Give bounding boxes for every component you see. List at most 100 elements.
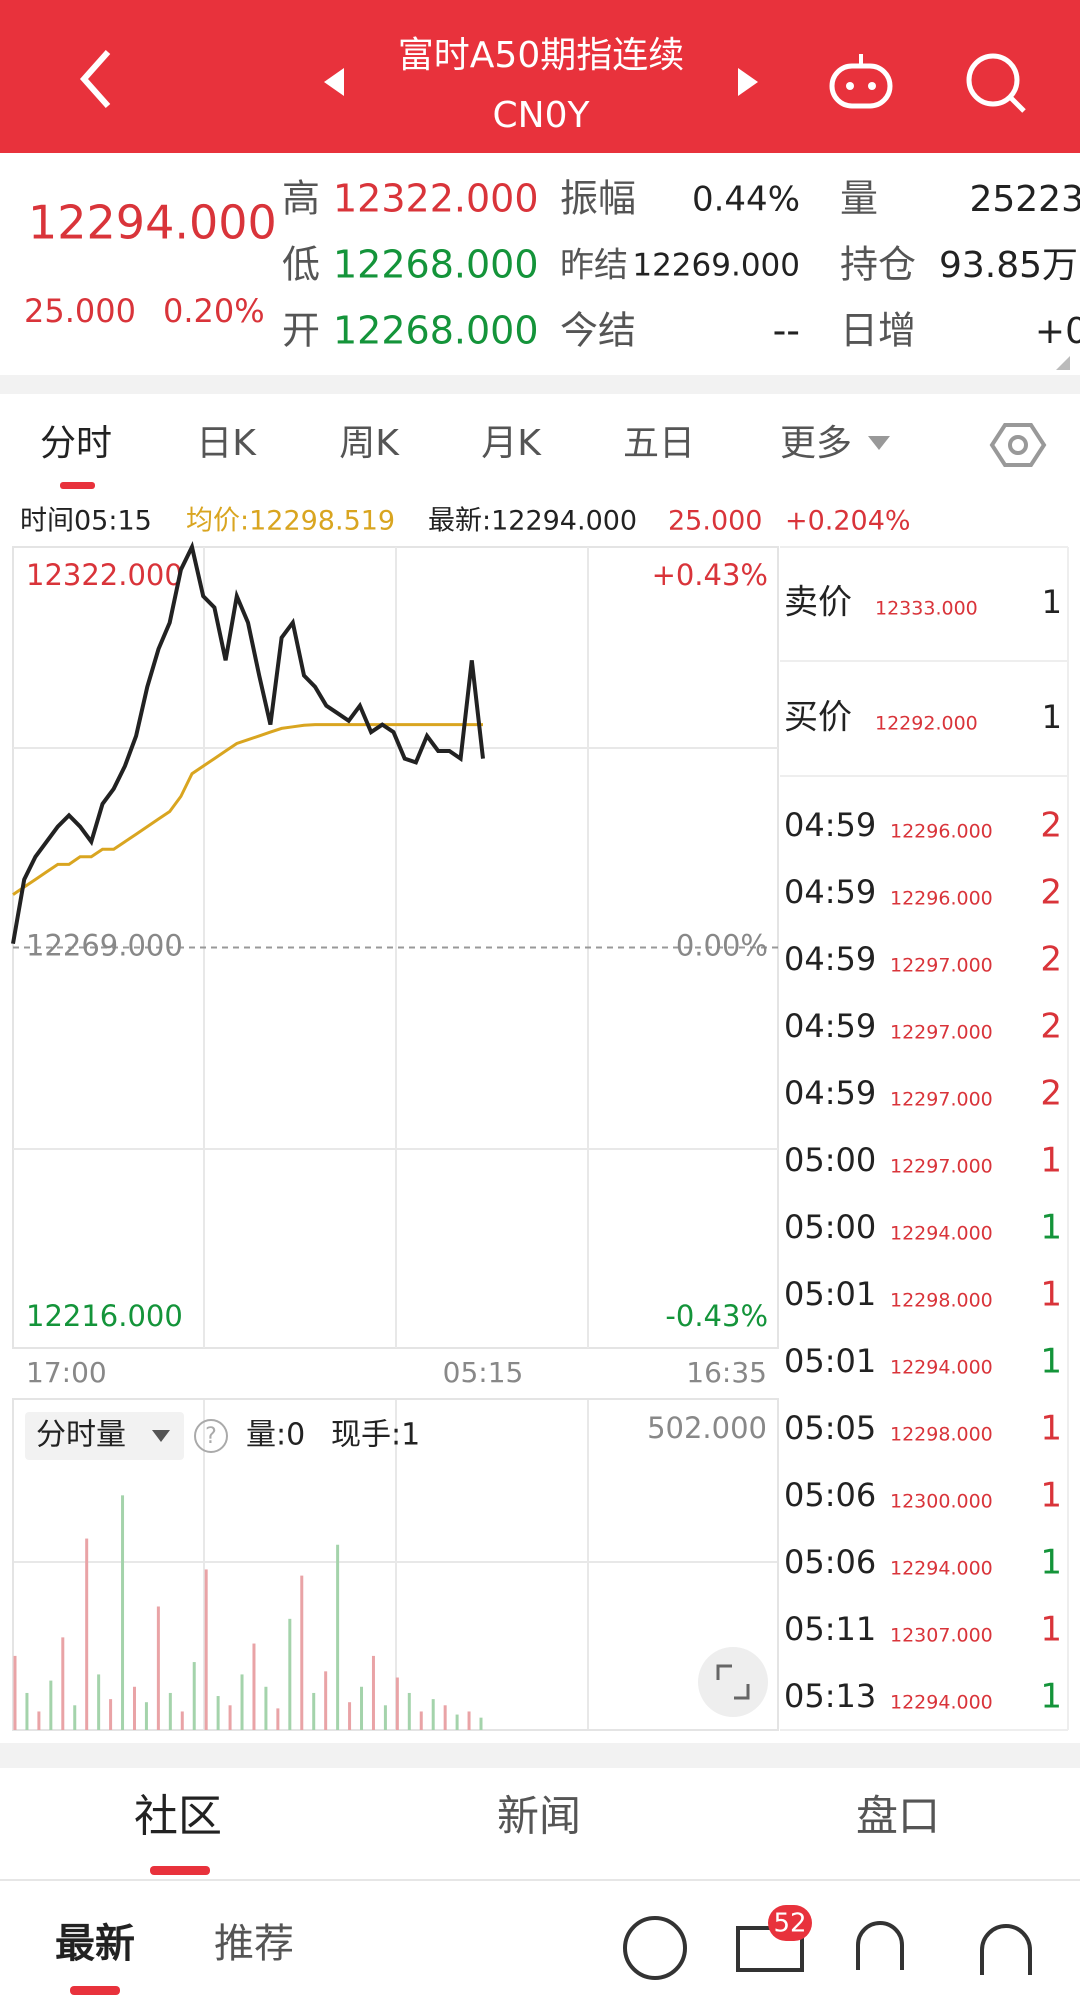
stat-label: 低: [282, 243, 320, 287]
trade-time: 05:00: [784, 1141, 876, 1179]
expand-icon: [716, 1664, 750, 1700]
trade-time: 05:06: [784, 1543, 876, 1581]
trade-price: 12294.000: [890, 1223, 993, 1245]
tab[interactable]: 日K: [196, 423, 257, 464]
volume-bar: [228, 1705, 232, 1730]
prev-arrow[interactable]: [324, 68, 344, 96]
back-button[interactable]: [79, 50, 111, 108]
y2-tick-label: -0.43%: [665, 1299, 768, 1333]
volume-bar: [192, 1662, 196, 1730]
bottom-tab[interactable]: 社区: [134, 1791, 222, 1842]
sub-tab-underline: [70, 1986, 120, 1995]
info-latest: 最新:12294.000: [428, 506, 637, 537]
volume-bar: [336, 1544, 340, 1730]
icon[interactable]: [856, 1921, 904, 1970]
bottom-tab[interactable]: 新闻: [497, 1792, 581, 1841]
y-tick-label: 12322.000: [26, 558, 183, 592]
volume-bar: [419, 1711, 423, 1730]
volume-bar: [371, 1655, 375, 1730]
y2-tick-label: +0.43%: [652, 558, 768, 592]
trade-time: 05:11: [784, 1610, 876, 1648]
volume-bar: [37, 1711, 41, 1730]
stat-label: 持仓: [840, 243, 916, 287]
trade-volume: 2: [1040, 1007, 1062, 1047]
trade-time: 05:06: [784, 1476, 876, 1514]
settings-icon[interactable]: [989, 423, 1047, 467]
info-avg: 均价:12298.519: [186, 506, 395, 537]
x-tick-label: 16:35: [686, 1356, 767, 1389]
trade-price: 12294.000: [890, 1692, 993, 1714]
trade-time: 04:59: [784, 940, 876, 978]
price: 12294.000: [28, 196, 277, 250]
icon[interactable]: [980, 1924, 1032, 1975]
tab[interactable]: 更多: [780, 423, 852, 464]
volume-label: 分时量: [36, 1418, 126, 1453]
sub-tab[interactable]: 推荐: [214, 1921, 294, 1967]
volume-bar: [395, 1677, 399, 1730]
trade-volume: 1: [1040, 1409, 1062, 1449]
trade-price: 12307.000: [890, 1625, 993, 1647]
search-icon[interactable]: [966, 53, 1026, 113]
volume-bar: [383, 1705, 387, 1730]
tab-underline: [60, 482, 95, 489]
robot-icon[interactable]: [829, 54, 893, 109]
volume-bar: [324, 1671, 328, 1730]
dropdown-arrow: [152, 1430, 170, 1442]
x-tick-label: 17:00: [26, 1356, 107, 1389]
help-text: ?: [205, 1424, 217, 1449]
volume-bar: [132, 1686, 136, 1730]
trade-time: 04:59: [784, 1007, 876, 1045]
icon[interactable]: [623, 1916, 687, 1980]
volume-bar: [204, 1569, 208, 1730]
trade-time: 05:00: [784, 1208, 876, 1246]
trade-price: 12298.000: [890, 1424, 993, 1446]
badge-count: 52: [773, 1909, 806, 1939]
volume-hand: 现手:1: [331, 1418, 420, 1453]
info-change: 25.000: [668, 506, 762, 537]
stat-label: 昨结: [560, 246, 628, 286]
sell-volume: 1: [1042, 583, 1062, 621]
sell-label: 卖价: [784, 583, 852, 623]
trade-time: 05:05: [784, 1409, 876, 1447]
tabs: 分时 日K 周K 月K 五日 更多: [40, 423, 852, 464]
trade-volume: 1: [1040, 1275, 1062, 1315]
volume-bar: [49, 1680, 53, 1730]
sub-tab[interactable]: 最新: [55, 1921, 135, 1967]
volume-tick-label: 502.000: [647, 1411, 767, 1445]
help-icon[interactable]: [194, 1419, 228, 1453]
sell-price: 12333.000: [875, 598, 978, 620]
volume-selector[interactable]: [25, 1412, 184, 1460]
tab[interactable]: 五日: [623, 423, 695, 464]
trade-volume: 1: [1040, 1141, 1062, 1181]
tab[interactable]: 周K: [339, 423, 400, 464]
expand-button[interactable]: [698, 1647, 768, 1717]
stat-value: 93.85万: [939, 245, 1078, 286]
bottom-tab[interactable]: 盘口: [856, 1792, 940, 1841]
header-bar: [0, 0, 1080, 153]
trade-price: 12296.000: [890, 821, 993, 843]
trade-volume: 1: [1040, 1677, 1062, 1717]
stat-label: 高: [282, 177, 320, 221]
buy-volume: 1: [1042, 698, 1062, 736]
volume-bar: [144, 1702, 148, 1730]
tab[interactable]: 分时: [40, 423, 112, 464]
layout-grid: [13, 547, 778, 1730]
volume-bar: [407, 1692, 411, 1730]
trade-time: 05:13: [784, 1677, 876, 1715]
volume-bar: [156, 1606, 160, 1730]
volume-bar: [264, 1686, 268, 1730]
y2-tick-label: 0.00%: [676, 929, 768, 963]
volume-vol: 量:0: [246, 1418, 305, 1453]
trade-price: 12297.000: [890, 955, 993, 977]
volume-bar: [479, 1717, 483, 1730]
trade-volume: 2: [1040, 1074, 1062, 1114]
next-arrow[interactable]: [738, 68, 758, 96]
buy-price: 12292.000: [875, 713, 978, 735]
tab[interactable]: 月K: [481, 423, 542, 464]
trade-price: 12300.000: [890, 1491, 993, 1513]
trade-price: 12294.000: [890, 1558, 993, 1580]
corner-mark: [1056, 356, 1070, 370]
stat-value: 12268.000: [333, 309, 539, 353]
